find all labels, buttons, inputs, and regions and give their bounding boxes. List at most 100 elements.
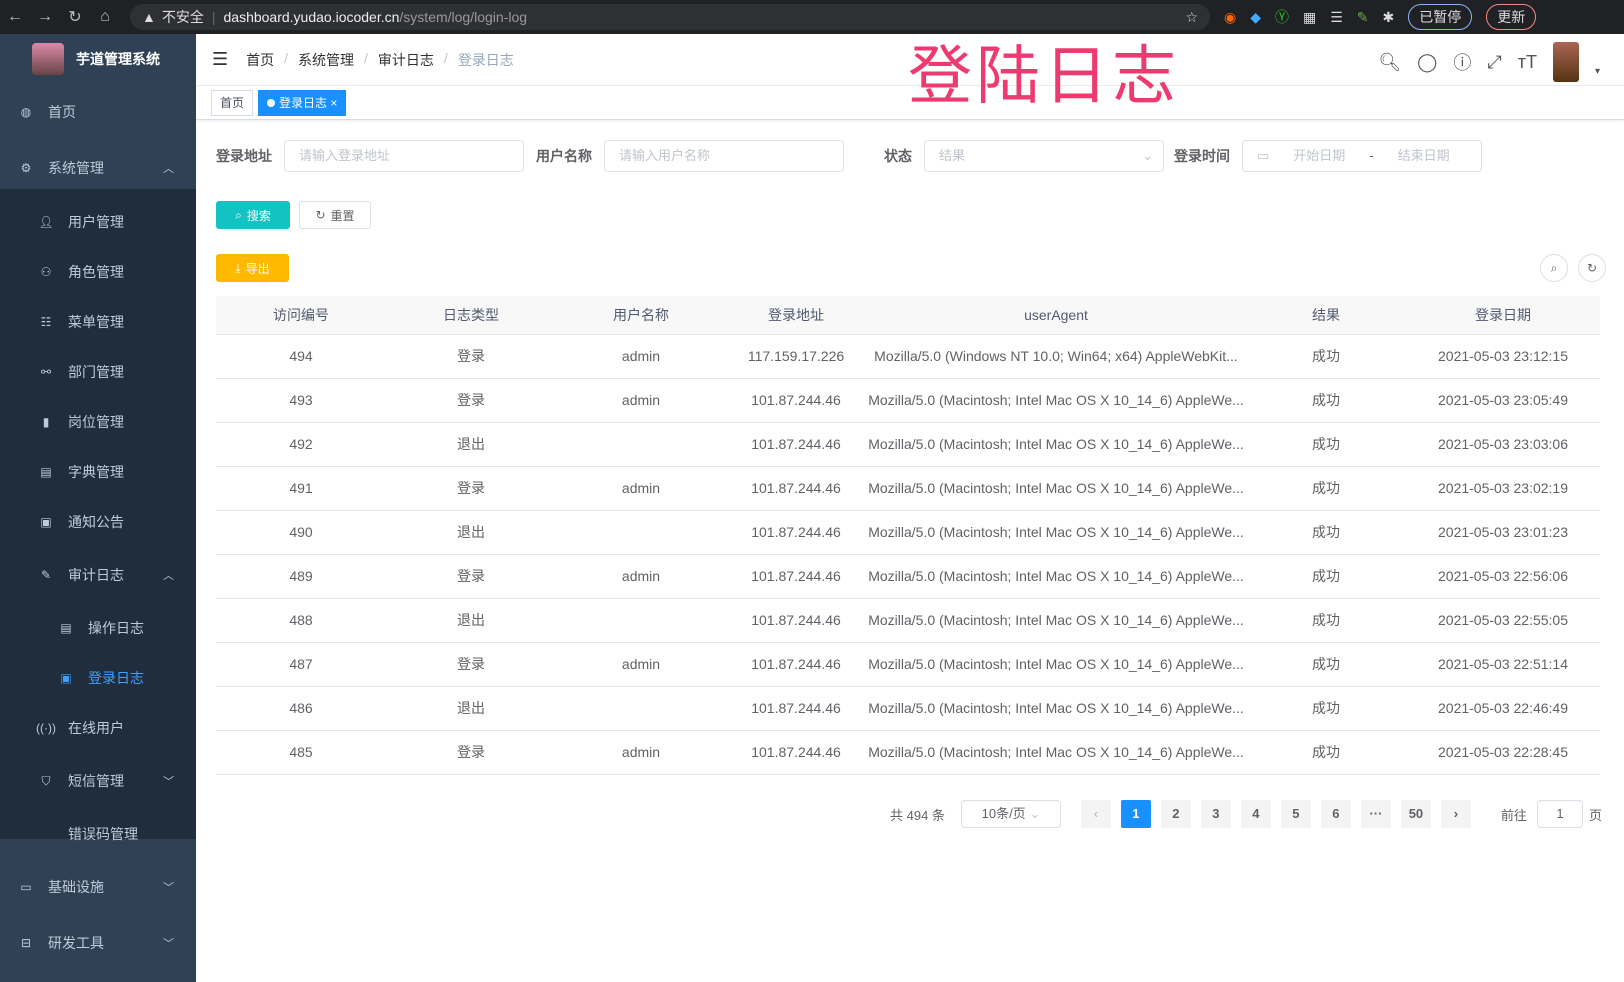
monitor-icon: ▭: [20, 880, 32, 894]
sidebar-item-label: 研发工具: [48, 935, 104, 951]
sidebar-item[interactable]: ☷ 菜单管理: [0, 297, 196, 347]
page-button[interactable]: ···: [1360, 800, 1391, 828]
page-button[interactable]: 5: [1280, 800, 1311, 828]
sidebar-item-label: 用户管理: [68, 214, 124, 230]
sidebar-item[interactable]: ⚙ 系统管理 ︿: [0, 143, 196, 193]
extension-icon[interactable]: Ⓨ: [1275, 9, 1289, 25]
extension-icon[interactable]: ☰: [1330, 8, 1343, 25]
fullscreen-icon[interactable]: ⤢: [1487, 51, 1502, 72]
breadcrumb: 首页 / 系统管理 / 审计日志 / 登录日志: [246, 49, 514, 68]
search-button[interactable]: ⌕ 搜索: [216, 201, 290, 229]
export-button[interactable]: ⤓ 导出: [216, 254, 289, 282]
table-cell: 成功: [1246, 422, 1406, 467]
page-button[interactable]: 50: [1400, 800, 1431, 828]
search-toggle-icon[interactable]: ⌕: [1540, 254, 1568, 282]
tag-login-log[interactable]: 登录日志 ×: [258, 89, 347, 116]
sidebar-item[interactable]: ▭ 基础设施 ﹀: [0, 862, 196, 912]
warning-icon: ▲: [142, 9, 156, 25]
sidebar-item[interactable]: ⛉ 短信管理 ﹀: [0, 756, 196, 806]
table-cell: 101.87.244.46: [726, 466, 866, 511]
sidebar-item-label: 错误码管理: [68, 826, 138, 842]
page-button[interactable]: 6: [1320, 800, 1351, 828]
username-input[interactable]: 请输入用户名称: [604, 140, 844, 172]
question-icon[interactable]: ⓘ: [1453, 53, 1472, 73]
status-select[interactable]: 结果 ⌄: [924, 140, 1164, 172]
sidebar-item[interactable]: ▣ 通知公告: [0, 497, 196, 547]
refresh-icon: ↻: [315, 208, 326, 222]
table-cell: 117.159.17.226: [726, 334, 866, 379]
sidebar-item[interactable]: 👤︎ 用户管理: [0, 197, 196, 247]
table-cell: 退出: [386, 422, 556, 467]
forward-icon[interactable]: →: [37, 8, 53, 25]
hamburger-icon[interactable]: ☰: [212, 49, 229, 69]
sidebar-item[interactable]: ▤ 字典管理: [0, 447, 196, 497]
sidebar-item[interactable]: ◍ 首页: [0, 87, 196, 137]
export-label: 导出: [245, 261, 270, 276]
sidebar-item[interactable]: ⚯ 部门管理: [0, 347, 196, 397]
sidebar-item[interactable]: ⚇ 角色管理: [0, 247, 196, 297]
github-icon[interactable]: ◯: [1417, 51, 1438, 72]
login-log-table: 访问编号 日志类型 用户名称 登录地址 userAgent 结果 登录日期 494 登录 adm…: [216, 296, 1600, 775]
extension-icon[interactable]: ◆: [1250, 8, 1261, 25]
table-cell: admin: [556, 730, 726, 775]
home-icon[interactable]: ⌂: [100, 8, 110, 25]
extension-icon[interactable]: ◉: [1224, 8, 1237, 25]
table-cell: 登录: [386, 730, 556, 775]
end-date: 结束日期: [1397, 148, 1450, 163]
table-cell: 101.87.244.46: [726, 510, 866, 555]
extension-icon[interactable]: ✎: [1356, 8, 1369, 25]
page-button[interactable]: 2: [1160, 800, 1191, 828]
update-button[interactable]: 更新: [1486, 4, 1537, 30]
sidebar-item-label: 在线用户: [68, 720, 124, 736]
font-size-icon[interactable]: тT: [1517, 51, 1537, 72]
page-button[interactable]: 1: [1120, 800, 1151, 828]
tool-icon: ⊟: [20, 936, 32, 950]
sidebar-item[interactable]: ((·)) 在线用户: [0, 703, 196, 753]
sidebar-item[interactable]: ▣ 登录日志: [0, 653, 196, 703]
table-cell: 登录: [386, 642, 556, 687]
url-host: dashboard.yudao.iocoder.cn: [223, 9, 400, 25]
address-bar[interactable]: ▲ 不安全 | dashboard.yudao.iocoder.cn/syste…: [130, 4, 1210, 30]
reset-button[interactable]: ↻ 重置: [299, 201, 371, 229]
addr-input[interactable]: 请输入登录地址: [284, 140, 524, 172]
avatar[interactable]: [1552, 42, 1579, 82]
back-icon[interactable]: ←: [7, 8, 23, 25]
goto-page-input[interactable]: 1: [1536, 800, 1583, 828]
close-icon[interactable]: ×: [330, 95, 338, 110]
page-button[interactable]: 3: [1200, 800, 1231, 828]
table-cell: Mozilla/5.0 (Macintosh; Intel Mac OS X 1…: [866, 378, 1246, 423]
main: ☰ 首页 / 系统管理 / 审计日志 / 登录日志 登陆日志 🔍︎ ◯ ⓘ ⤢ тT …: [196, 34, 1624, 982]
table-cell: 2021-05-03 22:55:05: [1406, 598, 1600, 643]
sidebar-item[interactable]: ▮ 岗位管理: [0, 397, 196, 447]
profile-button[interactable]: 已暂停: [1408, 4, 1473, 30]
reload-icon[interactable]: ↻: [68, 9, 82, 26]
extension-icon[interactable]: ▦: [1303, 8, 1317, 25]
table-cell: 成功: [1246, 466, 1406, 511]
sidebar-item[interactable]: ✎ 审计日志 ︿: [0, 550, 196, 600]
chevron-down-icon: ﹀: [163, 882, 174, 894]
search-icon[interactable]: 🔍︎: [1378, 51, 1402, 72]
puzzle-icon[interactable]: ✱: [1382, 8, 1395, 25]
page-size-select[interactable]: 10条/页 ⌄: [960, 800, 1061, 828]
sidebar: 芋道管理系统 ◍ 首页 ⚙ 系统管理 ︿ 👤︎ 用户管理 ⚇ 角色管理 ☷ 菜单管理 ⚯ 部门管理 ▮ 岗位…: [0, 34, 196, 982]
sidebar-item[interactable]: ▤ 操作日志: [0, 603, 196, 653]
sidebar-item-label: 部门管理: [68, 364, 124, 380]
sidebar-item[interactable]: 错误码管理: [0, 809, 196, 859]
table-row: 491 登录 admin 101.87.244.46 Mozilla/5.0 (Maci…: [216, 466, 1600, 511]
next-page-button[interactable]: ›: [1440, 800, 1471, 828]
sidebar-logo[interactable]: 芋道管理系统: [0, 34, 196, 84]
breadcrumb-item[interactable]: 首页: [246, 51, 275, 68]
start-date: 开始日期: [1293, 148, 1346, 163]
chevron-up-icon: ︿: [163, 163, 174, 175]
sidebar-item[interactable]: ⊟ 研发工具 ﹀: [0, 918, 196, 968]
log-icon: ✎: [40, 568, 52, 582]
page-button[interactable]: 4: [1240, 800, 1271, 828]
prev-page-button[interactable]: ‹: [1080, 800, 1111, 828]
date-range-picker[interactable]: ▭ 开始日期 - 结束日期: [1242, 140, 1482, 172]
caret-down-icon[interactable]: ▾: [1594, 65, 1600, 77]
sidebar-item-label: 基础设施: [48, 879, 104, 895]
star-icon[interactable]: ☆: [1185, 8, 1198, 25]
table-cell: 2021-05-03 22:28:45: [1406, 730, 1600, 775]
tag-home[interactable]: 首页: [211, 89, 254, 116]
refresh-icon[interactable]: ↻: [1578, 254, 1606, 282]
